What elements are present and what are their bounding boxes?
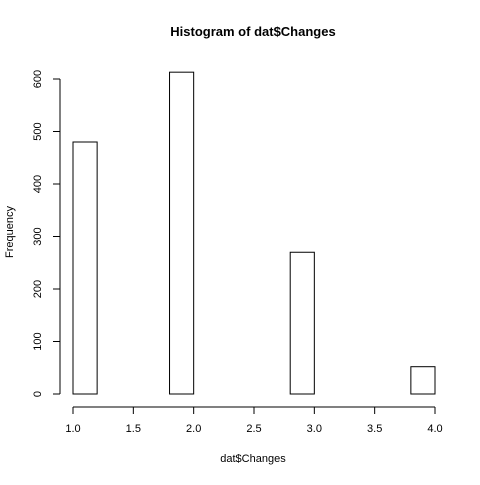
x-tick-label: 4.0 bbox=[427, 423, 442, 435]
histogram-bar-4 bbox=[169, 71, 195, 395]
x-tick-label: 3.5 bbox=[367, 423, 382, 435]
y-axis-label: Frequency bbox=[4, 206, 16, 258]
x-tick-label: 2.5 bbox=[246, 423, 261, 435]
x-tick-label: 3.0 bbox=[307, 423, 322, 435]
histogram-bar-0 bbox=[72, 141, 98, 395]
y-tick-label: 200 bbox=[32, 280, 44, 298]
x-axis-label: dat$Changes bbox=[220, 453, 286, 465]
y-tick-label: 100 bbox=[32, 332, 44, 350]
x-tick-label: 1.5 bbox=[126, 423, 141, 435]
x-tick-label: 2.0 bbox=[186, 423, 201, 435]
y-tick-label: 300 bbox=[32, 227, 44, 245]
histogram-bar-9 bbox=[289, 251, 315, 395]
y-axis: 0 100 200 300 400 500 600 bbox=[32, 70, 61, 397]
x-axis: 1.0 1.5 2.0 2.5 3.0 3.5 4.0 bbox=[65, 406, 443, 435]
histogram-bar-14 bbox=[410, 366, 436, 395]
bars-group bbox=[72, 71, 436, 395]
y-tick-label: 400 bbox=[32, 175, 44, 193]
y-tick-label: 600 bbox=[32, 70, 44, 88]
chart-title: Histogram of dat$Changes bbox=[170, 24, 335, 39]
y-tick-label: 0 bbox=[32, 391, 44, 397]
y-tick-label: 500 bbox=[32, 122, 44, 140]
x-tick-label: 1.0 bbox=[65, 423, 80, 435]
